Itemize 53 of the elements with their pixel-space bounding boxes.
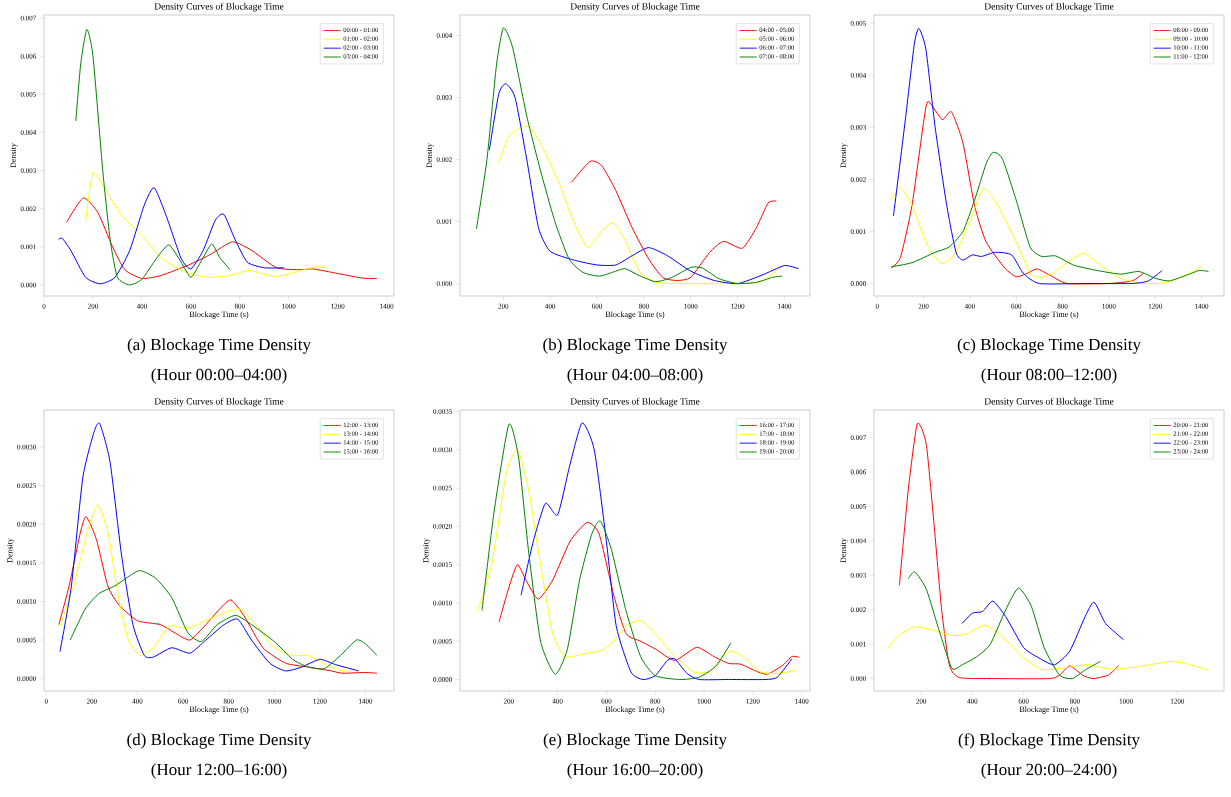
y-axis-title: Density [426, 143, 434, 168]
line-series [890, 186, 1203, 285]
line-series [570, 160, 777, 281]
line-series [488, 83, 800, 285]
line-series [890, 100, 1145, 285]
chart-title: Density Curves of Blockage Time [154, 397, 284, 407]
line-series [66, 197, 378, 279]
text: (f) Blockage Time Density [958, 733, 1140, 749]
text: (Hour 04:00–08:00) [567, 368, 703, 384]
text: (Hour 16:00–20:00) [567, 763, 703, 779]
chart-title: Density Curves of Blockage Time [984, 397, 1114, 407]
text: (Hour 00:00–04:00) [151, 368, 287, 384]
line-series [85, 172, 329, 278]
text: (Hour 20:00–24:00) [981, 763, 1117, 779]
x-axis-title: Blockage Time (s) [1019, 706, 1079, 714]
y-axis-title: Density [7, 538, 15, 563]
x-axis-title: Blockage Time (s) [605, 311, 665, 319]
y-axis-title: Density [840, 143, 848, 168]
text: (Hour 08:00–12:00) [981, 368, 1117, 384]
chart-title: Density Curves of Blockage Time [984, 2, 1114, 12]
text: (d) Blockage Time Density [127, 733, 312, 749]
x-axis-title: Blockage Time (s) [189, 706, 249, 714]
chart-title: Density Curves of Blockage Time [570, 2, 700, 12]
y-axis-title: Density [423, 538, 431, 563]
chart-title: Density Curves of Blockage Time [154, 2, 284, 12]
text: (c) Blockage Time Density [957, 338, 1141, 354]
text: (b) Blockage Time Density [543, 338, 728, 354]
line-series [58, 516, 378, 674]
chart-title: Density Curves of Blockage Time [570, 397, 700, 407]
line-series [498, 125, 785, 285]
text: (e) Blockage Time Density [543, 733, 727, 749]
x-axis-title: Blockage Time (s) [189, 311, 249, 319]
line-series [520, 422, 793, 681]
y-axis-title: Density [840, 538, 848, 563]
x-axis-title: Blockage Time (s) [605, 706, 665, 714]
line-series [890, 151, 1209, 282]
line-series [59, 423, 360, 672]
text: (Hour 12:00–16:00) [151, 763, 287, 779]
line-series [69, 570, 378, 670]
line-series [892, 28, 1163, 285]
line-series [907, 571, 1102, 680]
line-series [898, 422, 1119, 680]
line-series [59, 504, 353, 672]
y-axis-title: Density [10, 143, 18, 168]
line-series [481, 424, 732, 680]
line-series [886, 624, 1209, 671]
line-series [476, 449, 798, 674]
line-series [961, 600, 1125, 666]
line-series [498, 522, 800, 675]
line-series [75, 28, 231, 286]
line-series [58, 187, 285, 285]
text: (a) Blockage Time Density [127, 338, 311, 354]
x-axis-title: Blockage Time (s) [1019, 311, 1079, 319]
